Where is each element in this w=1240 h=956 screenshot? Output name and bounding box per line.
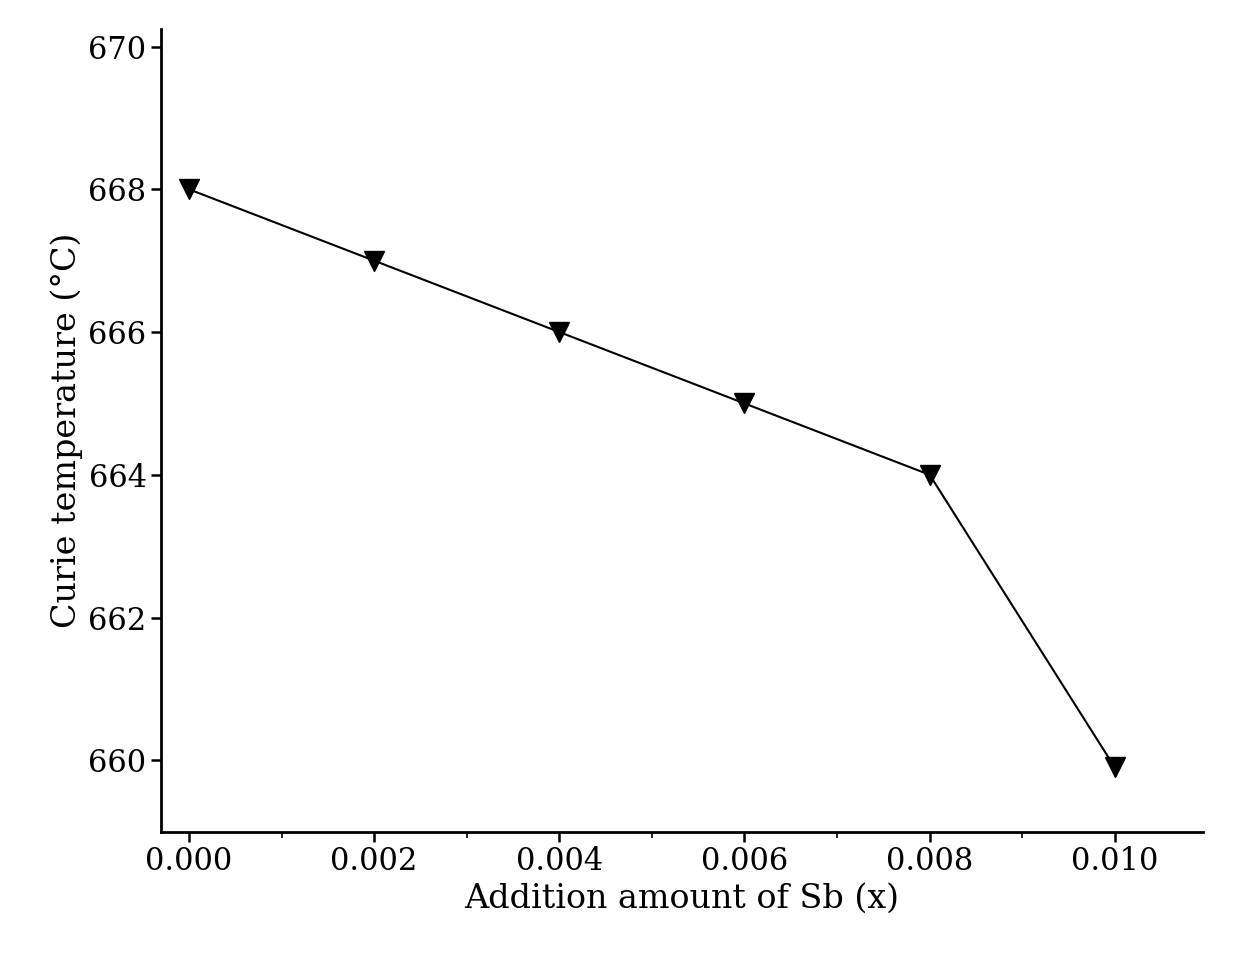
X-axis label: Addition amount of Sb (x): Addition amount of Sb (x) [465,882,899,915]
Y-axis label: Curie temperature (°C): Curie temperature (°C) [50,232,83,628]
